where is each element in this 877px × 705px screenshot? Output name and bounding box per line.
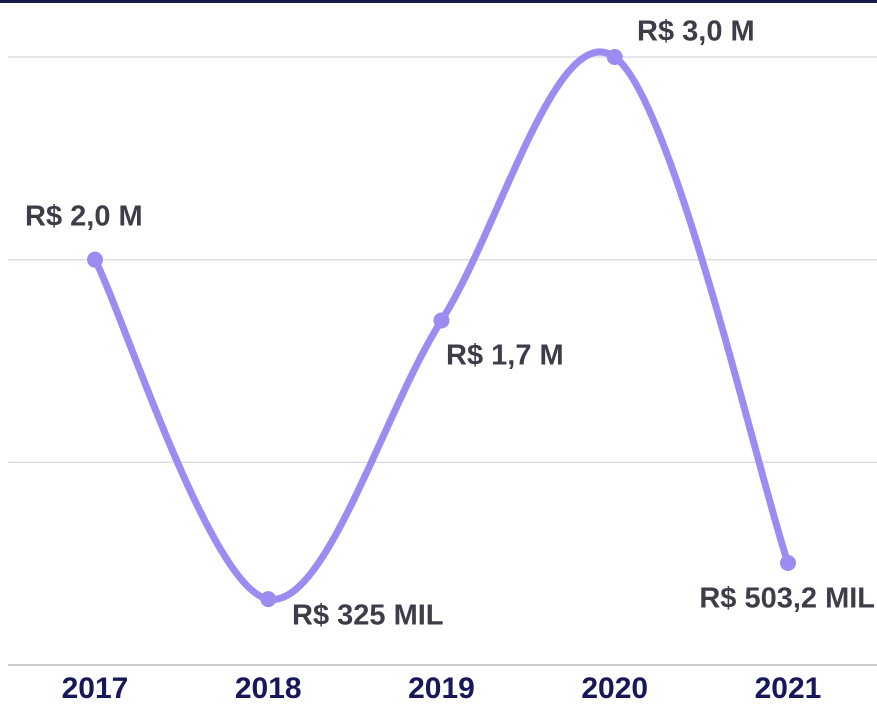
data-label: R$ 1,7 M <box>446 340 564 372</box>
data-label: R$ 325 MIL <box>292 600 444 632</box>
point <box>433 312 450 329</box>
point <box>606 49 623 65</box>
point <box>260 591 277 608</box>
point <box>780 555 796 572</box>
x-tick-label: 2018 <box>235 672 302 705</box>
point <box>87 251 103 268</box>
top-border <box>0 0 877 3</box>
x-tick-label: 2021 <box>755 672 822 705</box>
data-label: R$ 2,0 M <box>25 201 143 233</box>
x-tick-label: 2019 <box>408 672 475 705</box>
line <box>91 48 792 603</box>
x-tick-label: 2017 <box>62 672 129 705</box>
data-label: R$ 3,0 M <box>637 16 755 48</box>
x-tick-label: 2020 <box>581 672 648 705</box>
data-label: R$ 503,2 MIL <box>699 583 875 615</box>
